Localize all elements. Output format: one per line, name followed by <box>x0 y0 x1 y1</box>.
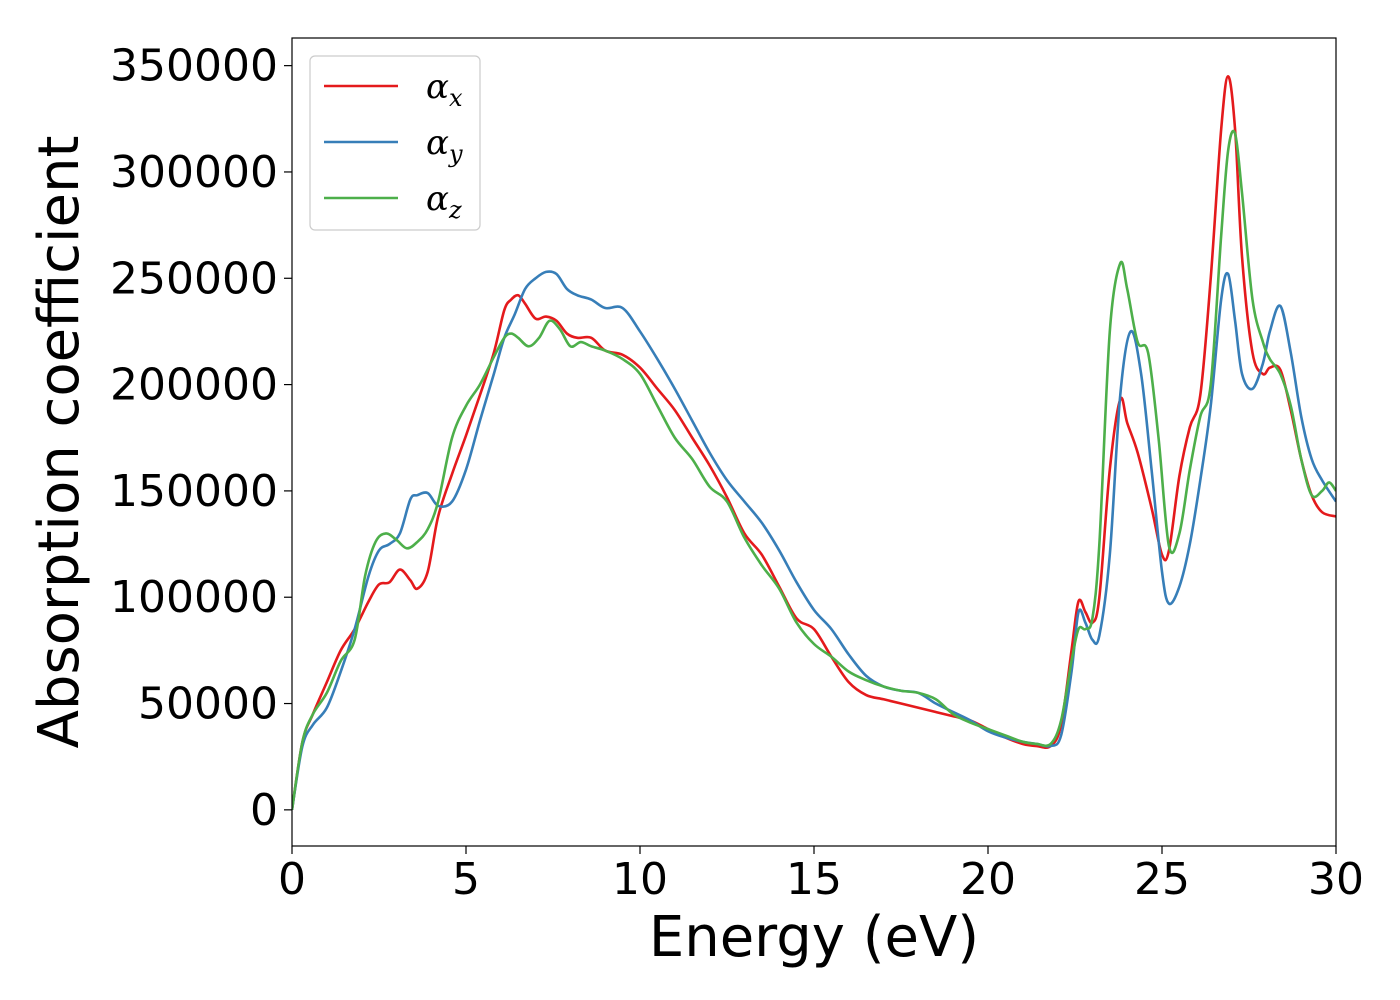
legend: αx αy αz <box>309 55 481 231</box>
legend-label-z: αz <box>426 179 462 224</box>
x-tick-label: 25 <box>1134 854 1190 905</box>
y-tick-label: 300000 <box>110 147 278 198</box>
y-tick-label: 350000 <box>110 41 278 92</box>
series-line-z <box>292 129 1336 811</box>
y-tick-label: 150000 <box>110 466 278 517</box>
x-axis-title: Energy (eV) <box>649 905 979 970</box>
x-tick-label: 5 <box>452 854 480 905</box>
y-tick-label: 0 <box>250 785 278 836</box>
x-tick-label: 20 <box>960 854 1016 905</box>
legend-label-x: αx <box>426 67 463 112</box>
y-tick-label: 200000 <box>110 360 278 411</box>
series-line-y <box>292 270 1336 811</box>
x-axis: 0 5 10 15 20 25 30 <box>278 846 1364 905</box>
series-lines <box>292 74 1336 811</box>
y-axis: 0 50000 100000 150000 200000 250000 300000 3500… <box>110 41 292 836</box>
x-tick-label: 10 <box>612 854 668 905</box>
x-tick-label: 0 <box>278 854 306 905</box>
x-tick-label: 30 <box>1308 854 1364 905</box>
y-tick-label: 50000 <box>138 679 278 730</box>
x-tick-label: 15 <box>786 854 842 905</box>
series-line-x <box>292 74 1336 811</box>
y-axis-title: Absorption coefficient <box>27 136 92 749</box>
legend-label-y: αy <box>426 123 463 168</box>
y-tick-label: 250000 <box>110 253 278 304</box>
y-tick-label: 100000 <box>110 572 278 623</box>
